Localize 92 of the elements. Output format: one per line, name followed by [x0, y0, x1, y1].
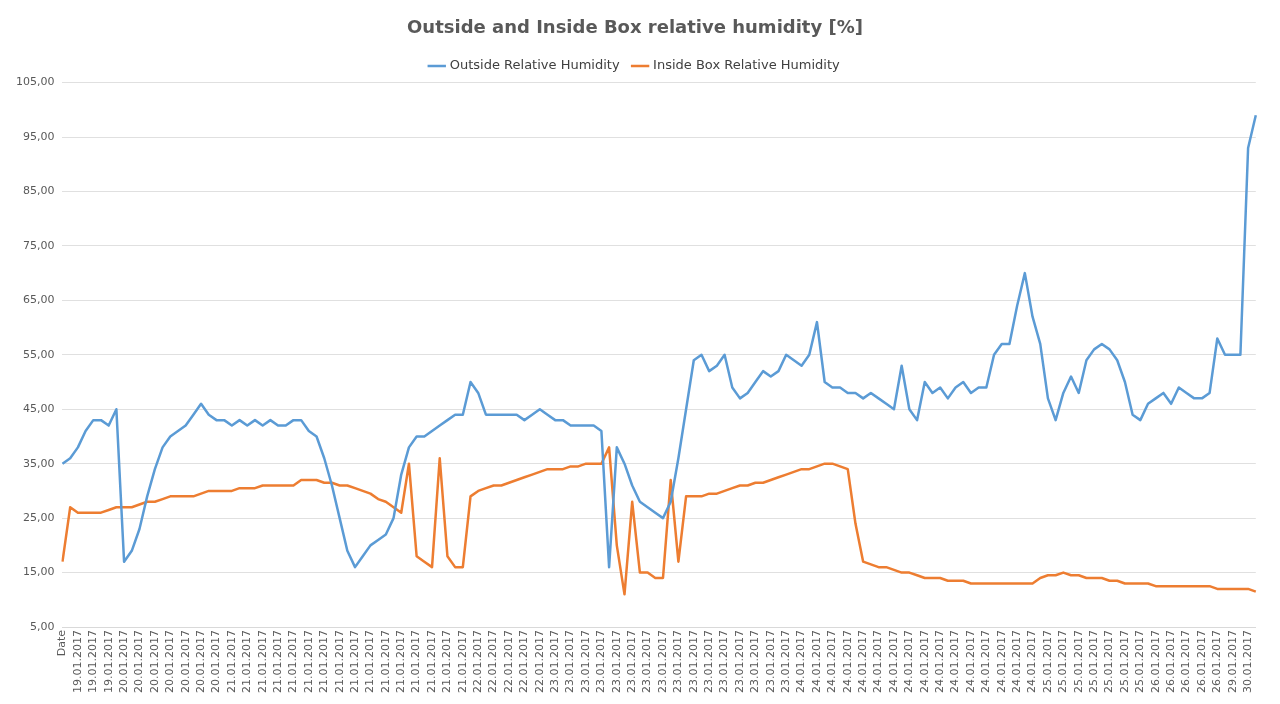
x-tick-label: 24.01.2017	[825, 630, 839, 693]
x-tick-label: 21.01.2017	[301, 630, 315, 693]
y-tick-label: 35,00	[22, 456, 55, 470]
x-tick-label: 23.01.2017	[578, 630, 592, 693]
x-tick-label: 25.01.2017	[1040, 630, 1054, 693]
x-tick-label: 26.01.2017	[1210, 630, 1224, 693]
x-tick-label: 20.01.2017	[209, 630, 223, 693]
x-tick-label: 26.01.2017	[1148, 630, 1162, 693]
x-tick-label: 20.01.2017	[193, 630, 207, 693]
x-tick-label: 21.01.2017	[240, 630, 254, 693]
x-tick-label: 24.01.2017	[994, 630, 1008, 693]
x-tick-label: 23.01.2017	[686, 630, 700, 693]
x-tick-label: 24.01.2017	[809, 630, 823, 693]
x-tick-label: 20.01.2017	[147, 630, 161, 693]
x-tick-label: 23.01.2017	[640, 630, 654, 693]
x-tick-label: 20.01.2017	[178, 630, 192, 693]
x-tick-label: 22.01.2017	[532, 630, 546, 693]
x-tick-label: 24.01.2017	[1010, 630, 1023, 693]
x-tick-label: 25.01.2017	[1056, 630, 1070, 693]
x-tick-label: 23.01.2017	[717, 630, 731, 693]
x-tick-label: 23.01.2017	[625, 630, 639, 693]
x-tick-label: 25.01.2017	[1117, 630, 1131, 693]
x-tick-label: 19.01.2017	[86, 630, 100, 693]
x-tick-label: 23.01.2017	[671, 630, 685, 693]
x-tick-label: 24.01.2017	[948, 630, 962, 693]
x-tick-label: 30.01.2017	[1240, 630, 1254, 693]
x-tick-label: 23.01.2017	[702, 630, 716, 693]
x-tick-label: 24.01.2017	[886, 630, 900, 693]
x-tick-label: 23.01.2017	[609, 630, 623, 693]
x-tick-label: 19.01.2017	[70, 630, 84, 693]
y-tick-label: 25,00	[22, 510, 55, 524]
y-tick-label: 45,00	[22, 402, 55, 416]
x-tick-label: 24.01.2017	[1025, 630, 1039, 693]
x-tick-label: 21.01.2017	[440, 630, 454, 693]
x-tick-label: 21.01.2017	[317, 630, 331, 693]
x-tick-label: 24.01.2017	[963, 630, 977, 693]
x-tick-label: 24.01.2017	[871, 630, 885, 693]
x-tick-label: 24.01.2017	[840, 630, 854, 693]
x-tick-label: 21.01.2017	[424, 630, 438, 693]
x-tick-label: 21.01.2017	[270, 630, 284, 693]
x-tick-label: 24.01.2017	[933, 630, 947, 693]
x-tick-label: 25.01.2017	[1086, 630, 1100, 693]
x-tick-label: 26.01.2017	[1179, 630, 1193, 693]
x-tick-label: 26.01.2017	[1163, 630, 1177, 693]
x-tick-label: 29.01.2017	[1225, 630, 1239, 693]
x-tick-label: 23.01.2017	[594, 630, 608, 693]
x-tick-label: 24.01.2017	[917, 630, 931, 693]
x-tick-label: 20.01.2017	[163, 630, 177, 693]
x-tick-label: 24.01.2017	[979, 630, 993, 693]
x-tick-label: 23.01.2017	[655, 630, 669, 693]
x-tick-label: 23.01.2017	[763, 630, 777, 693]
x-tick-label: 21.01.2017	[255, 630, 269, 693]
x-tick-label: 23.01.2017	[563, 630, 577, 693]
x-tick-label: 24.01.2017	[902, 630, 916, 693]
x-tick-label: 21.01.2017	[378, 630, 392, 693]
y-tick-label: 75,00	[22, 238, 55, 252]
chart-title: Outside and Inside Box relative humidity [%]	[407, 16, 863, 38]
x-tick-label: 24.01.2017	[856, 630, 870, 693]
x-tick-label: Date	[55, 629, 69, 657]
x-tick-label: 25.01.2017	[1071, 630, 1085, 693]
x-tick-label: 21.01.2017	[224, 630, 238, 693]
y-tick-label: 55,00	[22, 347, 55, 361]
y-tick-label: 85,00	[22, 184, 55, 198]
legend-label: Outside Relative Humidity	[449, 57, 620, 73]
x-tick-label: 21.01.2017	[455, 630, 469, 693]
x-tick-label: 20.01.2017	[116, 630, 130, 693]
x-tick-label: 23.01.2017	[748, 630, 762, 693]
x-tick-label: 21.01.2017	[347, 630, 361, 693]
x-tick-label: 21.01.2017	[363, 630, 377, 693]
x-tick-label: 20.01.2017	[132, 630, 146, 693]
y-tick-label: 15,00	[22, 565, 55, 579]
x-tick-label: 22.01.2017	[471, 630, 485, 693]
x-tick-label: 21.01.2017	[286, 630, 300, 693]
x-tick-label: 24.01.2017	[794, 630, 808, 693]
y-tick-label: 95,00	[22, 129, 55, 143]
x-tick-label: 25.01.2017	[1102, 630, 1116, 693]
y-tick-label: 5,00	[29, 619, 55, 633]
x-tick-label: 22.01.2017	[486, 630, 500, 693]
x-tick-label: 23.01.2017	[732, 630, 746, 693]
x-tick-label: 21.01.2017	[409, 630, 423, 693]
x-tick-label: 23.01.2017	[548, 630, 562, 693]
x-tick-label: 26.01.2017	[1194, 630, 1208, 693]
x-tick-label: 21.01.2017	[394, 630, 408, 693]
y-tick-label: 65,00	[22, 293, 55, 307]
x-tick-label: 22.01.2017	[501, 630, 515, 693]
x-tick-label: 22.01.2017	[517, 630, 531, 693]
x-tick-label: 23.01.2017	[779, 630, 793, 693]
x-tick-label: 21.01.2017	[332, 630, 346, 693]
legend-label: Inside Box Relative Humidity	[653, 57, 841, 73]
x-tick-label: 19.01.2017	[101, 630, 115, 693]
x-tick-label: 25.01.2017	[1133, 630, 1147, 693]
y-tick-label: 105,00	[15, 75, 55, 89]
